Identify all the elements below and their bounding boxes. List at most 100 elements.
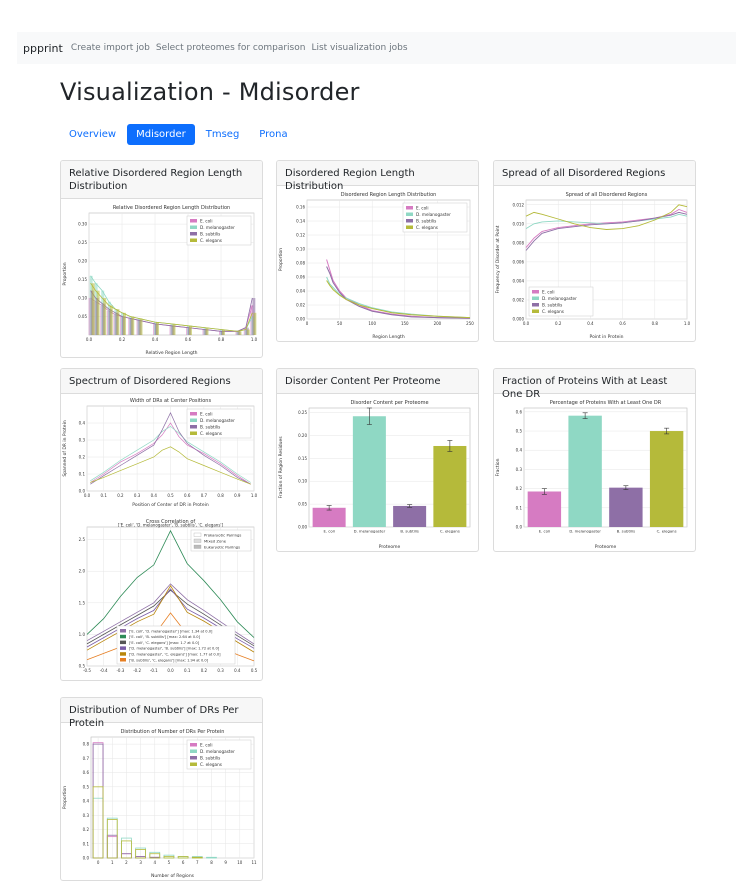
y-tick-label: 0.2 [516,486,523,491]
x-tick-label: 0.4 [234,668,241,673]
y-tick-label: 0.012 [513,202,525,207]
histogram-bar [253,312,257,335]
y-tick-label: 0.1 [516,505,523,510]
tab-mdisorder[interactable]: Mdisorder [127,124,195,145]
histogram-bar [121,840,132,859]
legend-swatch [532,309,539,313]
legend-label: Mixed Zone [204,539,227,544]
y-tick-label: 0.25 [298,410,307,415]
x-tick-label: 0.1 [184,668,191,673]
y-tick-label: 0.02 [296,303,305,308]
legend-label: Eukaryotic Pairings [204,545,240,550]
y-tick-label: 0.0 [79,489,86,494]
card-region-length: Disordered Region Length Distribution Di… [276,160,479,342]
legend-label: ['E. coli', 'D. melanogaster'] [max: 1.3… [129,629,213,633]
y-tick-label: 0.5 [516,429,523,434]
y-tick-label: 0.010 [513,221,525,226]
x-tick-label: E. coli [539,529,550,534]
x-tick-label: 0.8 [218,337,225,342]
legend-label: E. coli [416,206,429,211]
x-tick-label: 2 [125,860,128,865]
y-tick-label: 0.3 [516,467,523,472]
y-tick-label: 0.4 [516,448,523,453]
legend-label: C. elegans [200,762,222,767]
legend-box [116,625,236,665]
card-header: Fraction of Proteins With at Least One D… [494,369,695,400]
tab-tmseg[interactable]: Tmseg [205,129,240,140]
histogram-bar [135,849,146,859]
series-line [90,282,253,332]
page-title: Visualization - Mdisorder [60,78,360,106]
y-tick-label: 0.00 [296,317,305,322]
x-tick-label: 0.8 [217,493,224,498]
chart-title: Distribution of Number of DRs Per Protei… [121,729,225,735]
legend-swatch [532,296,539,300]
y-tick-label: 2.0 [79,569,86,574]
navbar: ppprint Create import job Select proteom… [17,32,736,64]
legend-swatch [120,646,126,650]
y-tick-label: 0.4 [79,421,86,426]
histogram-bar [131,316,135,335]
series-line [326,266,471,319]
legend-label: ['D. melanogaster', 'B. subtilis'] [max:… [129,647,220,651]
spread-chart: Spread of all Disordered Regions Point in… [495,192,691,340]
legend-swatch [190,418,197,422]
legend-swatch [190,219,197,223]
legend-box [528,286,594,317]
y-tick-label: 0.5 [83,784,90,789]
chart-title: Disordered Region Length Distribution [341,192,437,198]
bar [312,507,346,527]
histogram-bar [149,853,161,859]
chart-subtitle: ['E. coli', 'D. melanogaster', 'B. subti… [118,523,224,528]
y-tick-label: 0.000 [513,317,525,322]
card-fraction-dr: Fraction of Proteins With at Least One D… [493,368,696,552]
histogram-bar [96,290,100,335]
legend-swatch [193,532,202,537]
y-tick-label: 0.20 [298,433,307,438]
legend-swatch [190,412,197,416]
x-tick-label: 6 [182,860,185,865]
y-tick-label: 0.0 [516,525,523,530]
legend-swatch [193,538,202,543]
y-tick-label: 0.10 [296,247,305,252]
y-tick-label: 0.7 [83,756,90,761]
x-tick-label: 0.2 [117,493,124,498]
histogram-bar [222,329,225,335]
chart-title: Width of DRs at Center Positions [130,398,212,404]
bar [433,445,467,527]
card-number-of-drs: Distribution of Number of DRs Per Protei… [60,697,263,881]
y-axis-label: Fraction of Region Residues [278,436,284,499]
y-tick-label: 0.1 [83,841,90,846]
tab-overview[interactable]: Overview [69,129,117,140]
histogram-bar [106,819,118,859]
legend-swatch [406,219,413,223]
x-axis-label: Point in Protein [590,334,624,340]
legend-label: C. elegans [200,238,222,243]
y-tick-label: 2.5 [79,537,86,542]
tab-prona[interactable]: Prona [259,129,288,140]
legend-label: ['E. coli', 'C. elegans'] [max: 1.7 at 0… [129,641,200,645]
y-axis-label: Proportion [62,786,68,809]
nav-link-select-proteomes[interactable]: Select proteomes for comparison [155,43,306,53]
y-tick-label: 1.0 [79,632,86,637]
series-line [90,422,251,485]
x-tick-label: 0.3 [217,668,224,673]
legend-label: ['D. melanogaster', 'C. elegans'] [max: … [129,653,221,657]
legend-box [190,529,252,552]
y-tick-label: 0.05 [78,314,87,319]
nav-link-create-import-job[interactable]: Create import job [70,43,150,53]
y-tick-label: 0.2 [83,827,90,832]
histogram-bar [123,312,126,335]
histogram-bar [206,856,217,859]
nav-link-list-visualization-jobs[interactable]: List visualization jobs [311,43,408,53]
brand-link[interactable]: ppprint [23,41,63,55]
legend-swatch [190,431,197,435]
y-tick-label: 0.006 [513,259,525,264]
legend-label: E. coli [542,290,555,295]
spectrum-cross-correlation-chart: Cross Correlation of['E. coli', 'D. mela… [79,519,258,673]
legend-swatch [120,629,126,633]
legend-label: C. elegans [416,225,438,230]
bar [649,431,684,527]
x-tick-label: 1.0 [684,321,691,326]
x-tick-label: D. melanogaster [569,529,601,534]
